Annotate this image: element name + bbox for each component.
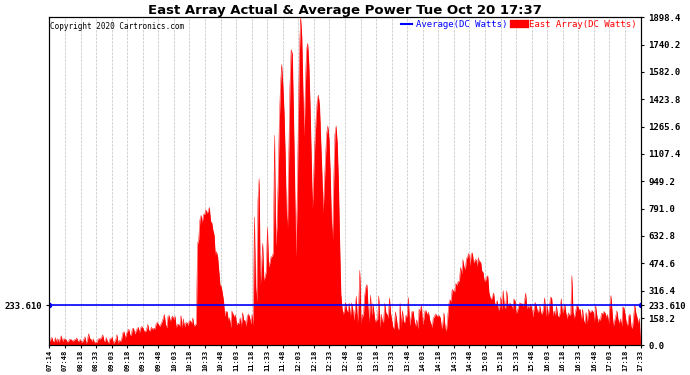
Legend: Average(DC Watts), East Array(DC Watts): Average(DC Watts), East Array(DC Watts)	[401, 20, 636, 29]
Title: East Array Actual & Average Power Tue Oct 20 17:37: East Array Actual & Average Power Tue Oc…	[148, 4, 542, 17]
Text: Copyright 2020 Cartronics.com: Copyright 2020 Cartronics.com	[50, 22, 184, 31]
